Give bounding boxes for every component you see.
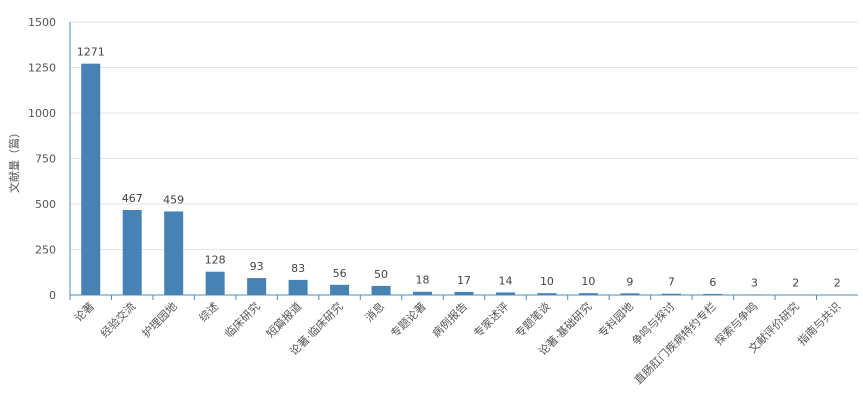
data-label: 18	[416, 274, 430, 287]
x-tick-label: 指南与共识	[795, 299, 844, 348]
y-tick-label: 0	[49, 289, 56, 302]
y-tick-label: 1500	[28, 16, 56, 29]
data-label: 9	[626, 275, 633, 288]
data-label: 2	[834, 277, 841, 290]
bar	[413, 291, 433, 295]
bar	[578, 293, 598, 295]
data-label: 459	[163, 193, 184, 206]
x-tick-label: 护理园地	[139, 299, 180, 340]
x-tick-label: 临床研究	[222, 299, 263, 340]
bar	[122, 210, 142, 295]
y-axis-label: 文献量（篇）	[7, 127, 21, 193]
y-tick-label: 1250	[28, 62, 56, 75]
bar	[247, 278, 267, 295]
data-label: 6	[709, 276, 716, 289]
x-tick-label: 专科园地	[595, 299, 636, 340]
bar	[81, 63, 101, 295]
bar	[288, 279, 308, 295]
y-tick-label: 1000	[28, 107, 56, 120]
data-label: 50	[374, 268, 388, 281]
x-tick-label: 病例报告	[429, 299, 470, 340]
x-tick-label: 专家述评	[471, 299, 512, 340]
data-label: 83	[291, 262, 305, 275]
data-label: 467	[122, 192, 143, 205]
x-tick-label: 综述	[196, 299, 221, 324]
data-label: 10	[581, 275, 595, 288]
data-label: 7	[668, 276, 675, 289]
x-tick-label: 经验交流	[97, 299, 138, 340]
x-tick-label: 短篇报道	[263, 299, 304, 340]
y-tick-label: 750	[35, 153, 56, 166]
y-tick-label: 250	[35, 244, 56, 257]
data-label: 10	[540, 275, 554, 288]
x-tick-label: 专题笔谈	[512, 299, 553, 340]
data-label: 93	[250, 260, 264, 273]
x-tick-label: 论著	[71, 299, 96, 324]
data-label: 1271	[77, 46, 105, 59]
y-tick-label: 500	[35, 198, 56, 211]
x-tick-label: 专题论著	[388, 299, 429, 340]
bar	[703, 293, 723, 295]
bar	[371, 285, 391, 295]
data-label: 3	[751, 276, 758, 289]
bar	[454, 291, 474, 295]
bar	[164, 211, 184, 295]
bar	[661, 293, 681, 295]
bar	[744, 294, 764, 295]
x-tick-label: 消息	[362, 299, 387, 324]
bar	[495, 292, 515, 295]
x-tick-label: 直肠肛门疾病特约专栏	[631, 299, 719, 387]
bar	[205, 271, 225, 295]
bar	[620, 293, 640, 295]
data-label: 56	[333, 267, 347, 280]
data-label: 2	[792, 277, 799, 290]
data-label: 17	[457, 274, 471, 287]
bar	[330, 284, 350, 295]
data-label: 128	[205, 254, 226, 267]
bar	[537, 293, 557, 295]
data-label: 14	[498, 274, 512, 287]
